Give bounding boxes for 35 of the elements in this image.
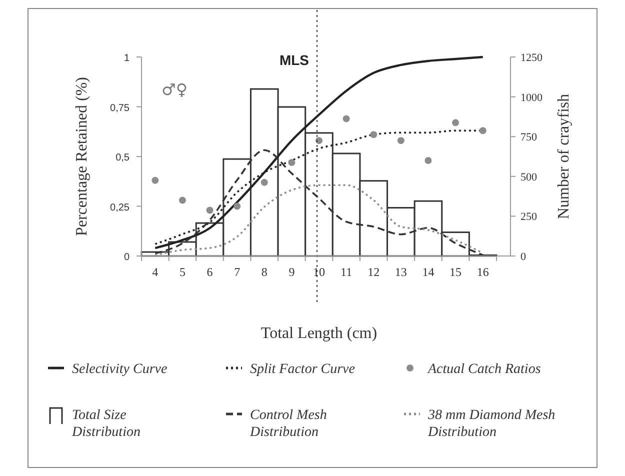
x-tick-label: 5 [179, 265, 186, 279]
legend-label: Split Factor Curve [250, 362, 355, 377]
legend-label: Control Mesh Distribution [249, 408, 327, 440]
x-tick-label: 4 [152, 265, 158, 279]
x-tick-label: 9 [288, 265, 295, 279]
legend-label: 38 mm Diamond Mesh Distribution [427, 408, 556, 440]
y2-tick-label: 1250 [520, 52, 543, 64]
y2-tick-label: 750 [520, 132, 538, 144]
y-tick-label: 0,5 [116, 152, 130, 164]
y2-tick-label: 0 [520, 251, 526, 263]
x-tick-label: 10 [313, 265, 325, 279]
x-tick-label: 15 [450, 265, 462, 279]
legend-label: Total Size Distribution [71, 408, 140, 440]
y-axis-title: Percentage Retained (%) [74, 76, 90, 236]
y2-tick-label: 250 [520, 211, 538, 224]
x-tick-label: 6 [206, 265, 213, 279]
x-tick-label: 7 [234, 265, 240, 279]
x-tick-label: 8 [261, 265, 268, 279]
x-axis-title: Total Length (cm) [260, 325, 378, 342]
y2-tick-label: 500 [520, 171, 538, 184]
y2-tick-label: 1000 [520, 92, 543, 104]
x-tick-label: 14 [422, 265, 434, 279]
y-tick-label: 0 [124, 252, 130, 263]
annotation: ♂♀ [162, 80, 188, 99]
ref-line-label: MLS [279, 52, 309, 68]
legend-label: Actual Catch Ratios [427, 362, 542, 377]
y-tick-label: 0,25 [110, 202, 130, 214]
x-tick-label: 12 [368, 265, 380, 279]
legend-label: Selectivity Curve [72, 362, 168, 377]
x-tick-label: 11 [340, 265, 352, 279]
y-tick-label: 1 [124, 53, 130, 64]
y2-axis-title: Number of crayfish [556, 94, 572, 220]
x-tick-label: 16 [476, 265, 489, 279]
x-tick-label: 13 [394, 265, 407, 279]
y-tick-label: 0,75 [110, 102, 130, 114]
